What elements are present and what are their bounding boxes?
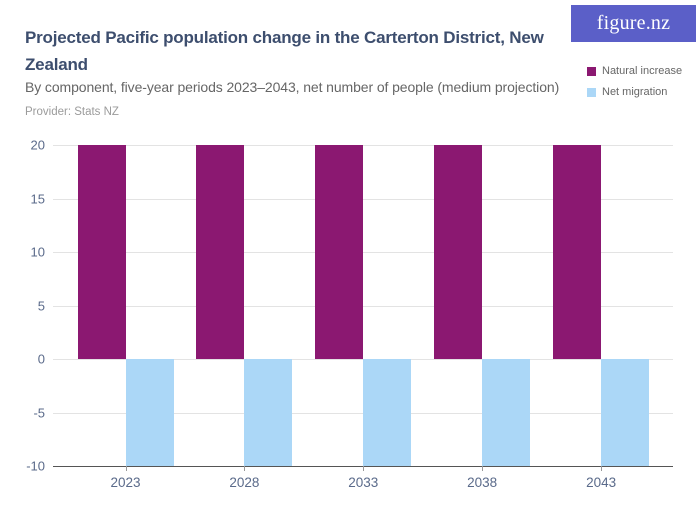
legend-item-natural-increase[interactable]: Natural increase	[587, 65, 682, 77]
gridline-y-0	[53, 359, 673, 360]
x-axis-label-2023: 2023	[110, 475, 141, 490]
y-axis-tick-label: 20	[30, 137, 45, 153]
legend-swatch-icon	[587, 66, 596, 76]
y-axis-tick-label: 10	[30, 244, 45, 260]
figure-nz-logo-text: figure.nz	[596, 12, 671, 34]
bar-natural-increase-2028[interactable]	[196, 145, 245, 359]
gridline-y--5	[53, 412, 673, 414]
bar-net-migration-2023[interactable]	[125, 359, 174, 466]
x-axis-label-2043: 2043	[586, 475, 617, 490]
y-axis-tick-label: 15	[30, 191, 45, 206]
x-axis-tick	[125, 466, 127, 471]
legend-swatch-icon	[587, 87, 596, 97]
bar-natural-increase-2038[interactable]	[434, 145, 483, 359]
bar-net-migration-2033[interactable]	[363, 359, 412, 466]
x-axis-line	[53, 466, 673, 467]
x-axis-tick	[363, 466, 365, 471]
bar-net-migration-2028[interactable]	[244, 359, 293, 466]
bar-natural-increase-2023[interactable]	[77, 145, 126, 359]
y-axis-tick-label: -5	[33, 405, 45, 420]
y-axis-tick-label: 0	[37, 351, 45, 367]
x-axis-tick	[482, 466, 484, 471]
x-axis-label-2033: 2033	[348, 475, 379, 490]
provider-credit: Provider: Stats NZ	[25, 106, 119, 118]
x-axis-tick	[601, 466, 603, 471]
figure-nz-logo[interactable]: figure.nz	[571, 5, 696, 42]
legend-label: Net migration	[602, 86, 668, 98]
legend-item-net-migration[interactable]: Net migration	[587, 86, 682, 98]
bar-net-migration-2043[interactable]	[601, 359, 650, 466]
chart-legend: Natural increase Net migration	[587, 65, 682, 98]
bar-natural-increase-2043[interactable]	[553, 145, 602, 359]
x-axis-label-2028: 2028	[229, 475, 260, 490]
chart-subtitle: By component, five-year periods 2023–204…	[25, 79, 560, 95]
x-axis-tick	[244, 466, 246, 471]
chart-plot-area: 20 15 10 5 0 -5 -10 2023 2028 2033 2038 2043	[26, 138, 673, 490]
bar-net-migration-2038[interactable]	[482, 359, 531, 466]
x-axis-label-2038: 2038	[467, 475, 498, 490]
legend-label: Natural increase	[602, 65, 683, 77]
y-axis-tick-label: -10	[26, 458, 45, 474]
chart-title: Projected Pacific population change in t…	[25, 28, 544, 74]
y-axis-tick-label: 5	[37, 298, 45, 313]
bar-natural-increase-2033[interactable]	[315, 145, 364, 359]
